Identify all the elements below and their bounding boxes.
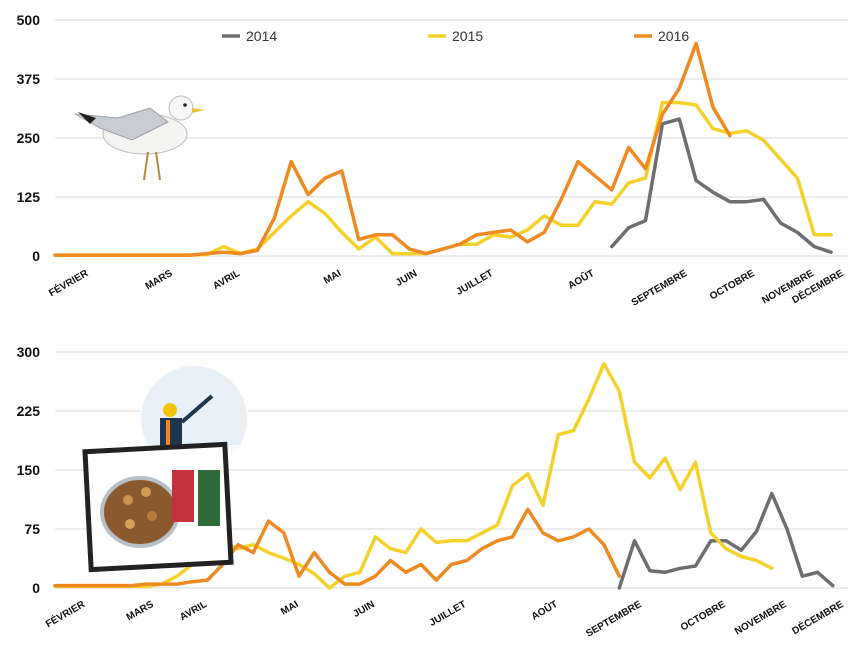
x-tick-label: MAI xyxy=(279,599,301,618)
y-tick-label: 250 xyxy=(17,130,41,146)
x-tick-label: MARS xyxy=(125,599,156,623)
legend-label-2015: 2015 xyxy=(452,28,483,44)
x-tick-label: AVRIL xyxy=(211,268,242,292)
x-tick-label: FÉVRIER xyxy=(43,597,88,630)
y-tick-label: 150 xyxy=(17,462,41,478)
series-line-2014 xyxy=(617,491,835,590)
y-tick-label: 500 xyxy=(17,12,41,28)
x-tick-label: AOÛT xyxy=(529,597,560,622)
legend-label-2016: 2016 xyxy=(658,28,689,44)
x-tick-label: JUILLET xyxy=(428,599,469,629)
x-tick-label: DÉCEMBRE xyxy=(789,597,845,637)
y-tick-label: 225 xyxy=(17,403,41,419)
series-line-2016 xyxy=(53,41,732,257)
chart-gull: 0 125 250 375 500 FÉVRIER MARS AVRIL MAI JUIN JUIL… xyxy=(17,12,848,309)
y-tick-label: 75 xyxy=(24,521,40,537)
y-tick-label: 125 xyxy=(17,189,41,205)
x-tick-label: SEPTEMBRE xyxy=(630,268,690,309)
legend-label-2014: 2014 xyxy=(246,28,277,44)
x-tick-label: JUIN xyxy=(352,599,377,620)
x-tick-label: FÉVRIER xyxy=(46,266,91,299)
x-tick-label: MAI xyxy=(322,268,344,287)
y-tick-label: 300 xyxy=(17,344,41,360)
y-tick-label: 0 xyxy=(32,580,40,596)
series-line-2014 xyxy=(610,117,833,254)
x-tick-label: MARS xyxy=(144,268,175,292)
series-line-2015 xyxy=(53,362,774,590)
seed-jar-photo xyxy=(82,441,234,573)
x-tick-label: NOVEMBRE xyxy=(733,599,789,638)
seagull-illustration xyxy=(74,95,205,181)
x-tick-label: SEPTEMBRE xyxy=(584,599,644,640)
x-tick-label: OCTOBRE xyxy=(708,268,757,303)
series-line-2016 xyxy=(53,507,622,588)
y-tick-label: 375 xyxy=(17,71,41,87)
x-tick-label: AOÛT xyxy=(565,266,596,291)
x-tick-label: JUIN xyxy=(394,268,419,289)
x-tick-label: AVRIL xyxy=(178,599,209,623)
y-tick-label: 0 xyxy=(32,248,40,264)
x-tick-label: OCTOBRE xyxy=(679,599,728,634)
x-tick-label: JUILLET xyxy=(455,268,496,298)
